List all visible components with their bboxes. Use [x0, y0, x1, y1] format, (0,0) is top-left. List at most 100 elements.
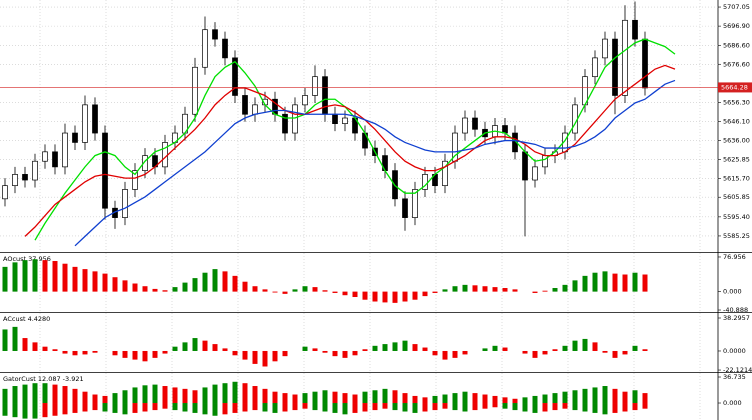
histogram-bar	[542, 394, 548, 404]
pane-title: AOcust 37.956	[3, 255, 51, 263]
histogram-bar	[522, 350, 528, 354]
histogram-bar	[452, 286, 458, 292]
histogram-bar	[2, 329, 8, 351]
histogram-bar	[242, 403, 248, 412]
histogram-bar	[542, 350, 548, 355]
histogram-bar	[202, 387, 208, 404]
histogram-bar	[52, 261, 58, 292]
histogram-bar	[322, 350, 328, 353]
histogram-bar	[12, 262, 18, 292]
histogram-bar	[82, 403, 88, 412]
histogram-bar	[32, 342, 38, 351]
histogram-bar	[102, 395, 108, 404]
histogram-bar	[112, 277, 118, 292]
candle-body	[622, 19, 628, 96]
histogram-bar	[412, 291, 418, 300]
histogram-bar	[482, 286, 488, 292]
histogram-bar	[312, 287, 318, 292]
histogram-bar	[2, 388, 8, 404]
histogram-bar	[342, 350, 348, 358]
y-tick-label: -40.888	[723, 306, 748, 314]
candle-body	[322, 76, 328, 115]
histogram-bar	[382, 344, 388, 351]
histogram-bar	[52, 384, 58, 404]
histogram-bar	[642, 403, 648, 409]
y-tick-label: 0.000	[723, 399, 742, 407]
histogram-bar	[452, 403, 458, 411]
histogram-bar	[502, 397, 508, 404]
histogram-bar	[132, 283, 138, 292]
histogram-bar	[562, 345, 568, 351]
histogram-bar	[462, 403, 468, 412]
histogram-bar	[352, 350, 358, 356]
histogram-bar	[562, 391, 568, 404]
histogram-bar	[232, 350, 238, 356]
histogram-bar	[252, 403, 258, 411]
histogram-bar	[622, 350, 628, 355]
histogram-bar	[592, 387, 598, 404]
candle-body	[592, 57, 598, 78]
y-tick-label: 0.000	[723, 288, 742, 296]
histogram-bar	[232, 275, 238, 292]
histogram-bar	[42, 346, 48, 351]
candle-body	[472, 117, 478, 130]
candle-body	[22, 174, 28, 181]
histogram-bar	[82, 269, 88, 292]
histogram-bar	[12, 326, 18, 351]
histogram-bar	[532, 291, 538, 293]
histogram-bar	[122, 350, 128, 358]
y-tick-label: 5595.40	[723, 213, 750, 221]
histogram-bar	[62, 403, 68, 415]
y-tick-label: 0.0000	[723, 347, 746, 355]
histogram-bar	[432, 291, 438, 293]
histogram-bar	[2, 403, 8, 416]
y-tick-label: 38.2957	[723, 314, 750, 322]
histogram-bar	[502, 288, 508, 292]
histogram-bar	[372, 291, 378, 302]
y-tick-label: 5585.25	[723, 232, 750, 240]
histogram-bar	[392, 390, 398, 404]
candle-body	[222, 38, 228, 59]
histogram-bar	[532, 403, 538, 413]
y-tick-label: 5615.70	[723, 175, 750, 183]
histogram-bar	[142, 286, 148, 292]
histogram-bar	[412, 403, 418, 413]
histogram-bar	[132, 387, 138, 404]
histogram-bar	[502, 403, 508, 409]
candle-body	[462, 117, 468, 134]
histogram-bar	[442, 289, 448, 292]
histogram-bar	[32, 403, 38, 419]
histogram-bar	[162, 403, 168, 409]
histogram-bar	[382, 403, 388, 409]
histogram-bar	[152, 288, 158, 292]
histogram-bar	[22, 260, 28, 292]
histogram-bar	[582, 275, 588, 292]
histogram-bar	[262, 403, 268, 412]
histogram-bar	[622, 274, 628, 292]
histogram-bar	[252, 386, 258, 404]
candle-body	[292, 104, 298, 134]
histogram-bar	[312, 391, 318, 404]
histogram-bar	[502, 347, 508, 351]
histogram-bar	[552, 288, 558, 292]
y-tick-label: 5707.05	[723, 3, 750, 11]
histogram-bar	[302, 286, 308, 292]
histogram-bar	[252, 350, 258, 364]
candle-body	[332, 113, 338, 125]
histogram-bar	[12, 386, 18, 404]
histogram-bar	[302, 346, 308, 351]
candle-body	[52, 151, 58, 168]
histogram-bar	[552, 349, 558, 351]
candle-body	[122, 189, 128, 218]
y-tick-label: 5646.10	[723, 118, 750, 126]
candle-body	[282, 113, 288, 134]
histogram-bar	[432, 350, 438, 356]
histogram-bar	[242, 350, 248, 360]
histogram-bar	[222, 383, 228, 404]
pane-title: GatorCust 12.087 -3.921	[3, 375, 84, 383]
histogram-bar	[302, 393, 308, 404]
histogram-bar	[552, 393, 558, 404]
histogram-bar	[442, 394, 448, 404]
histogram-bar	[492, 403, 498, 408]
candle-body	[342, 117, 348, 125]
